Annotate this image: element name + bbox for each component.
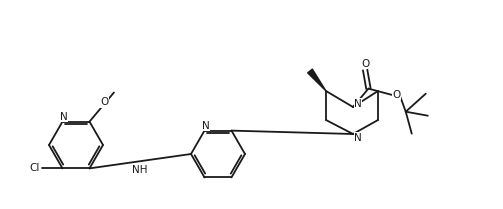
Text: Cl: Cl bbox=[29, 163, 40, 173]
Text: N: N bbox=[60, 112, 67, 122]
Polygon shape bbox=[308, 69, 326, 91]
Text: O: O bbox=[100, 97, 109, 107]
Text: NH: NH bbox=[132, 165, 148, 175]
Text: N: N bbox=[202, 121, 209, 131]
Text: O: O bbox=[361, 59, 369, 69]
Text: N: N bbox=[354, 99, 362, 109]
Text: O: O bbox=[392, 90, 401, 100]
Text: N: N bbox=[354, 133, 362, 143]
